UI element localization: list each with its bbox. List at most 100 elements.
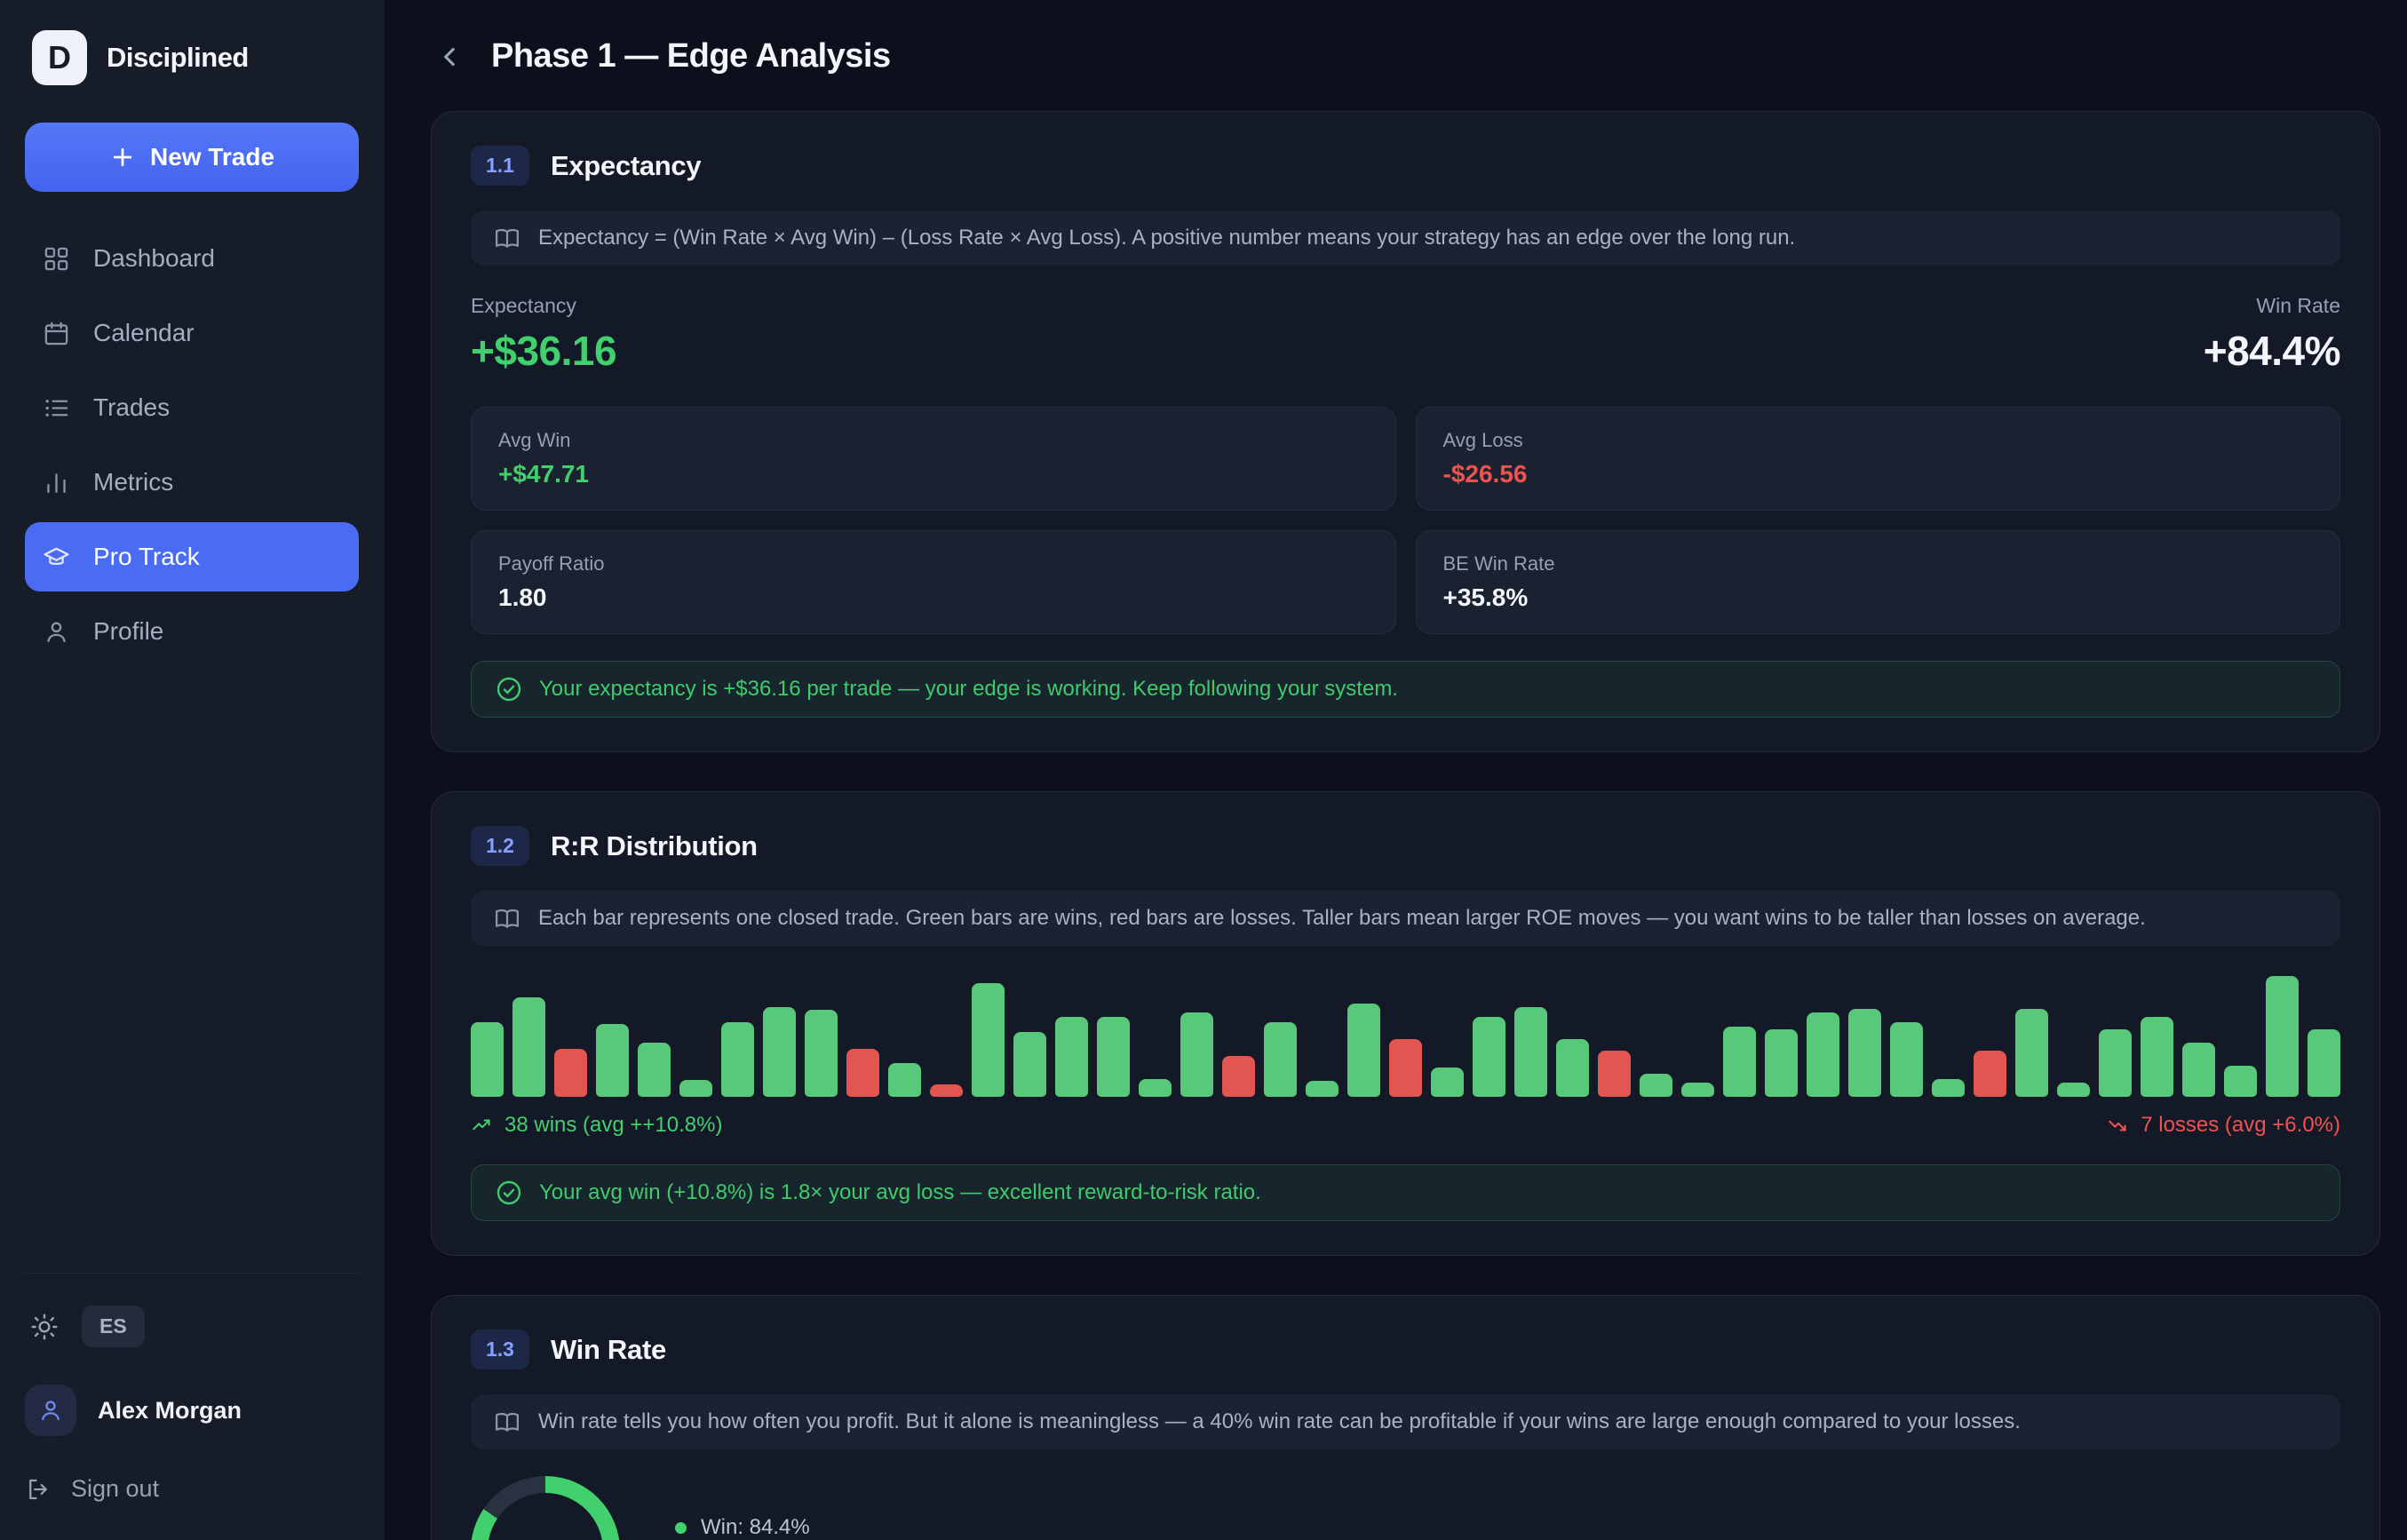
trade-bar-win (763, 1007, 796, 1097)
win-rate-chart-row: 84% Win: 84.4% Loss: 15.6% (471, 1476, 2340, 1540)
trade-bar-win (679, 1079, 712, 1097)
trade-bar-win (1723, 1027, 1756, 1097)
sidebar-footer: ES Alex Morgan Sign out (25, 1273, 359, 1503)
section-title: R:R Distribution (550, 830, 758, 861)
section-badge: 1.2 (471, 826, 529, 866)
section-title: Expectancy (550, 149, 702, 181)
user-icon (43, 618, 70, 646)
book-icon (494, 905, 520, 932)
check-circle-icon (495, 675, 523, 703)
back-button[interactable] (431, 38, 468, 75)
trade-bar-win (1306, 1081, 1339, 1097)
expectancy-info: Expectancy = (Win Rate × Avg Win) – (Los… (471, 210, 2340, 266)
trade-bar-win (1890, 1021, 1923, 1097)
trade-bar-win (1431, 1068, 1464, 1097)
sidebar-item-dashboard[interactable]: Dashboard (25, 224, 359, 293)
sidebar-item-label: Dashboard (93, 244, 215, 272)
expectancy-primary: Expectancy +$36.16 (471, 294, 617, 375)
sidebar-item-pro-track[interactable]: Pro Track (25, 522, 359, 591)
trade-bar-win (1180, 1012, 1213, 1097)
rr-info: Each bar represents one closed trade. Gr… (471, 891, 2340, 946)
trade-bar-win (2308, 1028, 2340, 1097)
win-rate-card: 1.3 Win Rate Win rate tells you how ofte… (431, 1295, 2380, 1540)
trade-bar-win (721, 1021, 754, 1097)
trade-bar-win (1640, 1074, 1672, 1097)
expectancy-label: Expectancy (471, 294, 576, 317)
trade-bar-win (1264, 1021, 1297, 1097)
trend-up-icon (471, 1114, 494, 1137)
theme-toggle[interactable] (25, 1307, 64, 1346)
losses-summary-text: 7 losses (avg +6.0%) (2141, 1113, 2340, 1137)
trade-bar-win (1932, 1078, 1965, 1097)
trade-bar-win (1681, 1082, 1714, 1097)
language-toggle[interactable]: ES (82, 1306, 145, 1347)
trade-bar-loss (1222, 1055, 1255, 1097)
user-name: Alex Morgan (98, 1396, 242, 1424)
stat-value: -$26.56 (1442, 460, 1528, 488)
grid-icon (43, 245, 70, 273)
calendar-icon (43, 320, 70, 347)
sidebar-item-trades[interactable]: Trades (25, 373, 359, 442)
book-icon (494, 225, 520, 251)
sidebar-nav: Dashboard Calendar Trades Metrics Pro Tr… (25, 224, 359, 666)
app-logo-row: D Disciplined (25, 27, 359, 85)
losses-summary: 7 losses (avg +6.0%) (2107, 1113, 2340, 1138)
trade-bar-loss (1598, 1051, 1631, 1097)
plus-icon (109, 144, 136, 171)
logout-icon (25, 1476, 52, 1503)
stat-label: Avg Loss (1442, 429, 1523, 451)
trade-bar-loss (846, 1048, 879, 1097)
win-rate-label: Win Rate (2256, 294, 2340, 317)
win-rate-info: Win rate tells you how often you profit.… (471, 1394, 2340, 1449)
win-rate-info-text: Win rate tells you how often you profit.… (538, 1409, 2021, 1433)
trade-bar-win (1097, 1017, 1130, 1097)
graduation-cap-icon (43, 544, 70, 571)
trade-bar-win (1473, 1017, 1505, 1097)
legend-label: Win: 84.4% (701, 1515, 810, 1539)
trade-bar-loss (1974, 1051, 2006, 1097)
page-header: Phase 1 — Edge Analysis (431, 37, 2380, 75)
trade-bar-win (1139, 1078, 1172, 1097)
rr-distribution-card: 1.2 R:R Distribution Each bar represents… (431, 791, 2380, 1256)
trade-bar-win (2099, 1028, 2132, 1097)
expectancy-stats: Avg Win +$47.71 Avg Loss -$26.56 Payoff … (471, 407, 2340, 634)
sidebar: D Disciplined New Trade Dashboard Calend… (0, 0, 385, 1540)
sidebar-item-label: Calendar (93, 319, 195, 346)
win-rate-summary: Win Rate +84.4% (2204, 294, 2341, 375)
book-icon (494, 1409, 520, 1435)
stat-avg-loss: Avg Loss -$26.56 (1415, 407, 2340, 511)
expectancy-value: +$36.16 (471, 328, 617, 374)
trade-bar-win (888, 1062, 921, 1097)
win-rate-legend: Win: 84.4% Loss: 15.6% (675, 1515, 818, 1540)
trade-bar-win (1765, 1028, 1798, 1097)
sidebar-item-label: Metrics (93, 468, 174, 496)
sidebar-item-calendar[interactable]: Calendar (25, 298, 359, 368)
donut-center-label: 84% (524, 1538, 567, 1540)
new-trade-button[interactable]: New Trade (25, 123, 359, 192)
wins-summary: 38 wins (avg ++10.8%) (471, 1113, 722, 1138)
expectancy-info-text: Expectancy = (Win Rate × Avg Win) – (Los… (538, 226, 1796, 250)
trade-bar-win (2182, 1042, 2215, 1097)
stat-value: +$47.71 (498, 460, 589, 488)
sign-out-button[interactable]: Sign out (25, 1475, 159, 1503)
sidebar-item-label: Pro Track (93, 543, 200, 570)
win-rate-donut: 84% (471, 1476, 620, 1540)
rr-note: Your avg win (+10.8%) is 1.8× your avg l… (471, 1164, 2340, 1221)
sidebar-item-metrics[interactable]: Metrics (25, 448, 359, 517)
trade-bar-win (512, 997, 545, 1097)
trade-bar-win (1013, 1031, 1046, 1097)
expectancy-card: 1.1 Expectancy Expectancy = (Win Rate × … (431, 111, 2380, 752)
user-icon (37, 1397, 64, 1424)
trade-bar-loss (1389, 1038, 1422, 1097)
sign-out-label: Sign out (71, 1475, 160, 1502)
trade-bar-win (2015, 1008, 2048, 1097)
sidebar-item-label: Trades (93, 393, 171, 421)
expectancy-note: Your expectancy is +$36.16 per trade — y… (471, 661, 2340, 718)
trade-bar-win (972, 983, 1005, 1097)
trade-bar-win (1347, 1004, 1380, 1097)
stat-value: 1.80 (498, 583, 547, 611)
stat-avg-win: Avg Win +$47.71 (471, 407, 1396, 511)
sidebar-item-profile[interactable]: Profile (25, 597, 359, 666)
stat-payoff-ratio: Payoff Ratio 1.80 (471, 530, 1396, 634)
stat-label: Payoff Ratio (498, 552, 605, 575)
